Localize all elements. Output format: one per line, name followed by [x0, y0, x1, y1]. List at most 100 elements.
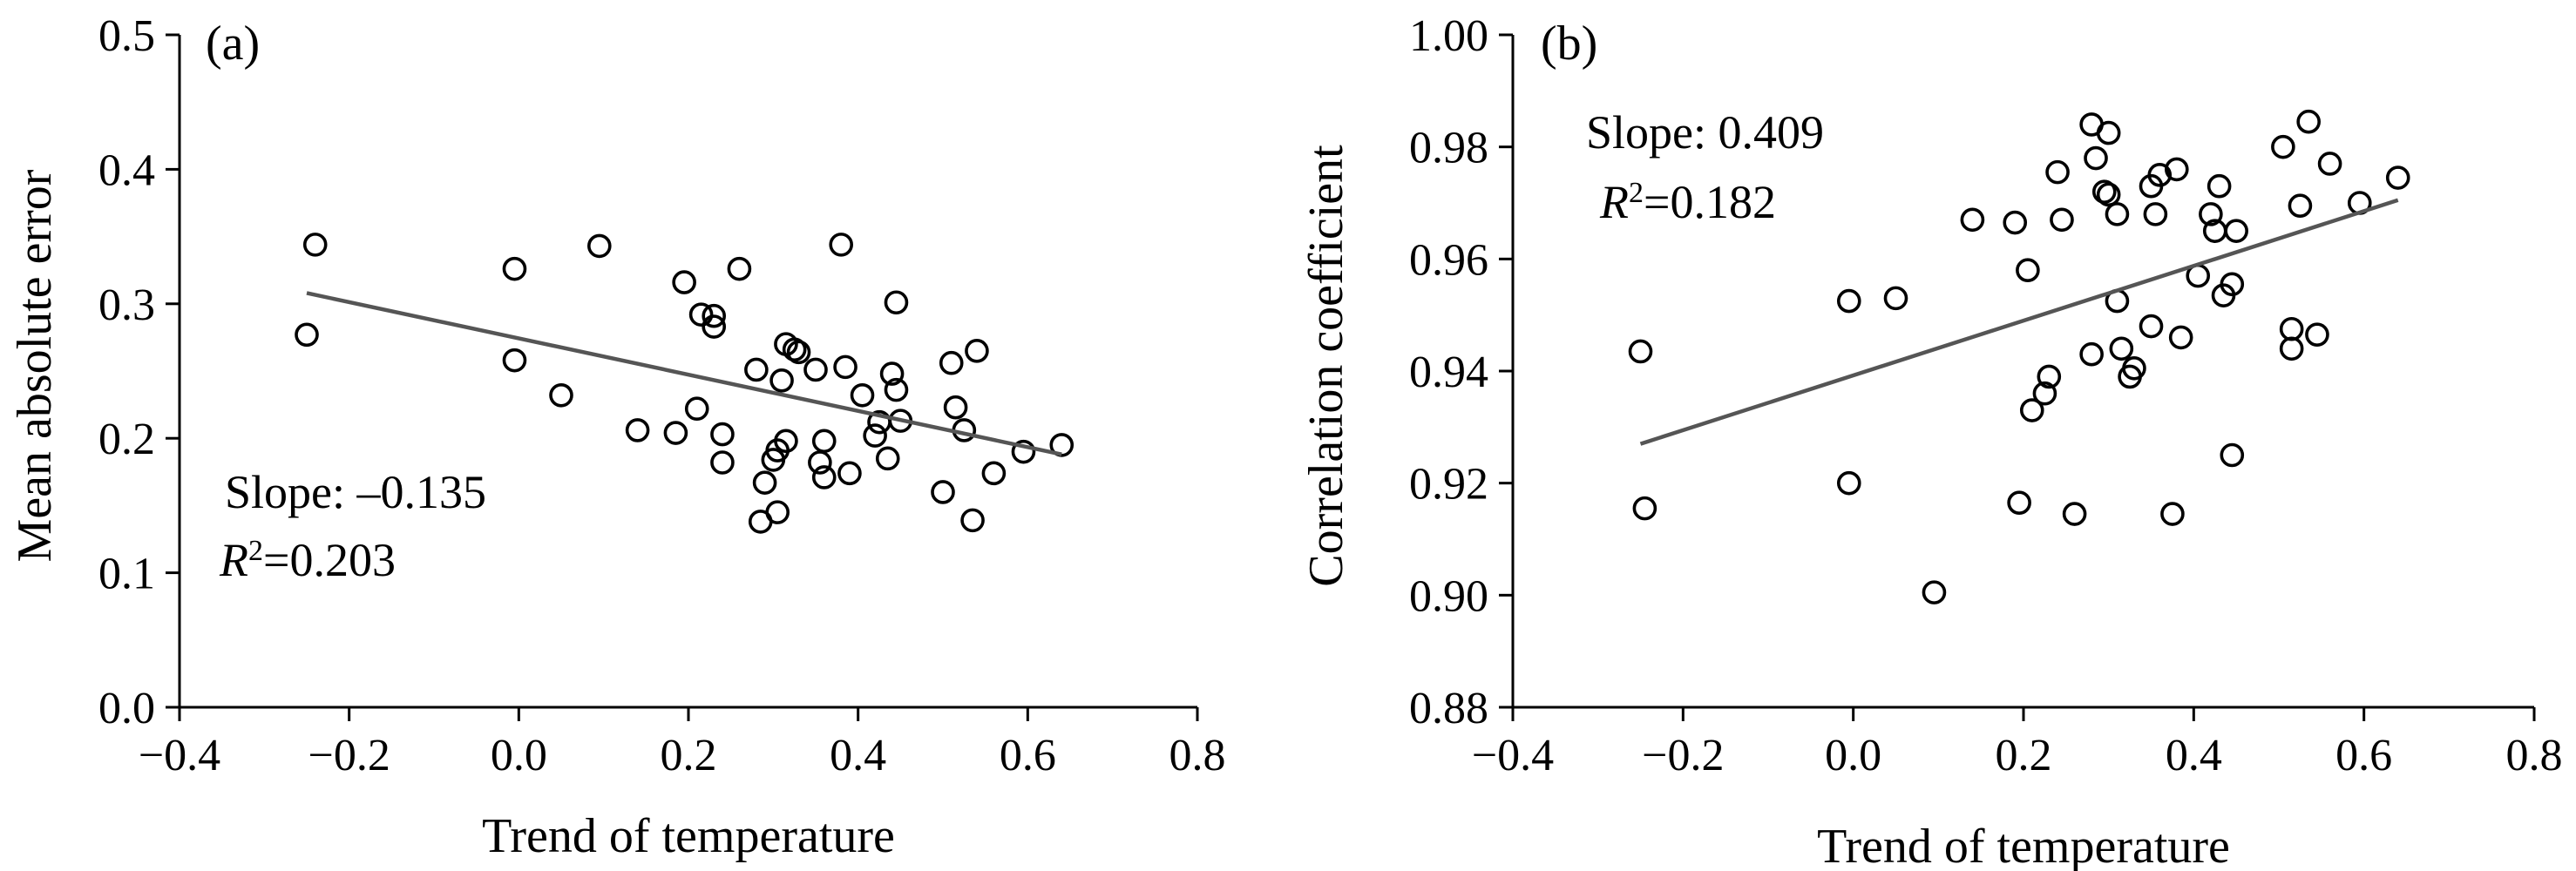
- panel-a-points: [295, 233, 1074, 534]
- panel-b-slope-text: Slope: 0.409: [1586, 106, 1824, 159]
- panel-a-data-point: [931, 480, 955, 504]
- panel-a-data-point: [663, 421, 688, 445]
- panel-a-data-point: [863, 423, 887, 448]
- panel-b-x-tick-label: 0.6: [2335, 731, 2392, 780]
- panel-a-x-tick-label: 0.0: [491, 731, 547, 780]
- panel-b-label: (b): [1541, 17, 1597, 71]
- panel-a-x-tick-label: −0.2: [308, 731, 390, 780]
- panel-b-data-point: [1632, 496, 1657, 521]
- panel-b-data-point: [2279, 336, 2304, 361]
- panel-a-slope-text: Slope: –0.135: [225, 466, 486, 518]
- panel-b-data-point: [1960, 207, 1985, 233]
- panel-a-r2-text: R2=0.203: [219, 534, 396, 586]
- panel-a-data-point: [769, 368, 794, 393]
- panel-b-y-tick-label: 1.00: [1409, 11, 1488, 61]
- panel-a-data-point: [1049, 433, 1074, 457]
- panel-a-y-tick-label: 0.3: [98, 280, 155, 330]
- panel-b-data-point: [2007, 490, 2031, 515]
- panel-b-data-point: [2003, 210, 2028, 235]
- panel-b-data-point: [2165, 157, 2189, 182]
- panel-b-data-point: [2305, 322, 2329, 347]
- panel-a-data-point: [727, 256, 752, 281]
- panel-a-y-tick-label: 0.4: [98, 145, 155, 195]
- panel-a-data-point: [833, 354, 858, 380]
- panel-b-y-ticks: 0.88 0.90 0.92 0.94 0.96 0.98 1.00: [1409, 11, 1513, 733]
- panel-a-chart: −0.4 −0.2 0.0 0.2 0.4 0.6 0.8 0.00.10.20.30.40…: [8, 11, 1226, 863]
- panel-a-y-axis-title: Mean absolute error: [8, 169, 62, 562]
- panel-a-label: (a): [206, 17, 260, 71]
- panel-b-r2-letter: R: [1599, 176, 1629, 228]
- panel-b-data-point: [2147, 163, 2173, 187]
- panel-b-x-ticks: −0.4 −0.2 0.0 0.2 0.4 0.6 0.8: [1472, 707, 2563, 780]
- panel-a-data-point: [765, 500, 790, 524]
- panel-b-data-point: [2220, 272, 2245, 297]
- panel-b-x-tick-label: 0.8: [2506, 731, 2563, 780]
- panel-b-data-point: [2050, 207, 2074, 233]
- panel-a-data-point: [710, 422, 735, 447]
- panel-b-data-point: [2207, 173, 2232, 199]
- panel-a-data-point: [752, 470, 777, 495]
- panel-b-points: [1628, 109, 2410, 604]
- panel-b-data-point: [2084, 145, 2108, 171]
- panel-b-data-point: [2168, 325, 2193, 350]
- panel-a-data-point: [960, 508, 985, 533]
- panel-b-data-point: [1883, 286, 1908, 311]
- panel-b-data-point: [1836, 288, 1861, 314]
- panel-a-x-tick-label: 0.8: [1169, 731, 1226, 780]
- panel-b-data-point: [1628, 339, 1653, 364]
- panel-a-data-point: [965, 339, 989, 363]
- panel-a-data-point: [502, 256, 527, 281]
- panel-b-y-axis-title: Correlation coefficient: [1299, 145, 1353, 587]
- panel-a-data-point: [586, 233, 612, 259]
- panel-b-data-point: [2296, 109, 2321, 134]
- panel-a-data-point: [702, 314, 727, 339]
- panel-a-data-point: [672, 270, 696, 294]
- panel-a-r2-value: =0.203: [263, 534, 396, 586]
- panel-a-y-ticks: 0.0 0.1 0.2 0.3 0.4 0.5: [98, 11, 180, 733]
- panel-b-data-point: [1922, 580, 1947, 604]
- panel-b-y-tick-label: 0.96: [1409, 235, 1488, 285]
- panel-a-x-tick-label: 0.4: [830, 731, 886, 780]
- panel-a-regression-line: [306, 291, 1062, 456]
- panel-a-x-tick-label: −0.4: [139, 731, 220, 780]
- panel-b-data-point: [2045, 159, 2070, 185]
- panel-a-data-point: [774, 429, 798, 454]
- panel-a-data-point: [884, 290, 909, 315]
- panel-a-y-tick-label: 0.5: [98, 11, 155, 61]
- panel-b-regression-line: [1639, 198, 2399, 446]
- panel-b-chart: −0.4 −0.2 0.0 0.2 0.4 0.6 0.8 0.88 0.90 0.92 0.94…: [1299, 11, 2563, 871]
- panel-a-r2-letter: R: [219, 534, 248, 586]
- panel-a-data-point: [625, 418, 650, 442]
- panel-a-r2-superscript: 2: [248, 535, 263, 567]
- panel-a-data-point: [939, 350, 964, 375]
- panel-a-data-point: [744, 357, 769, 382]
- panel-b-r2-text: R2=0.182: [1599, 176, 1776, 228]
- panel-a-data-point: [850, 382, 875, 408]
- panel-b-data-point: [2105, 202, 2130, 226]
- panel-b-data-point: [2109, 336, 2134, 361]
- panel-b-x-tick-label: 0.2: [1996, 731, 2052, 780]
- panel-a-data-point: [981, 461, 1007, 486]
- panel-b-data-point: [2288, 193, 2313, 219]
- panel-b-data-point: [2224, 219, 2248, 243]
- panel-b-data-point: [2079, 341, 2104, 367]
- panel-b-data-point: [2139, 314, 2164, 339]
- panel-a-data-point: [829, 233, 854, 257]
- panel-b-y-tick-label: 0.98: [1409, 124, 1488, 173]
- panel-b-x-axis-title: Trend of temperature: [1817, 820, 2230, 871]
- panel-b-data-point: [1836, 470, 1861, 496]
- panel-a-data-point: [688, 302, 714, 327]
- panel-a-y-tick-label: 0.1: [98, 550, 155, 599]
- panel-b-x-tick-label: −0.2: [1642, 731, 1724, 780]
- panel-a-x-axis-title: Trend of temperature: [482, 809, 895, 863]
- panel-b-data-point: [2032, 381, 2057, 406]
- panel-a-data-point: [811, 429, 837, 454]
- panel-a-data-point: [502, 348, 527, 373]
- panel-b-r2-superscript: 2: [1629, 177, 1644, 209]
- panel-b-data-point: [2096, 120, 2121, 145]
- panel-a-data-point: [884, 377, 909, 402]
- panel-b-data-point: [2199, 202, 2223, 226]
- panel-b-data-point: [2220, 442, 2245, 468]
- panel-a-axes: [178, 35, 1197, 709]
- panel-b-data-point: [2037, 364, 2062, 389]
